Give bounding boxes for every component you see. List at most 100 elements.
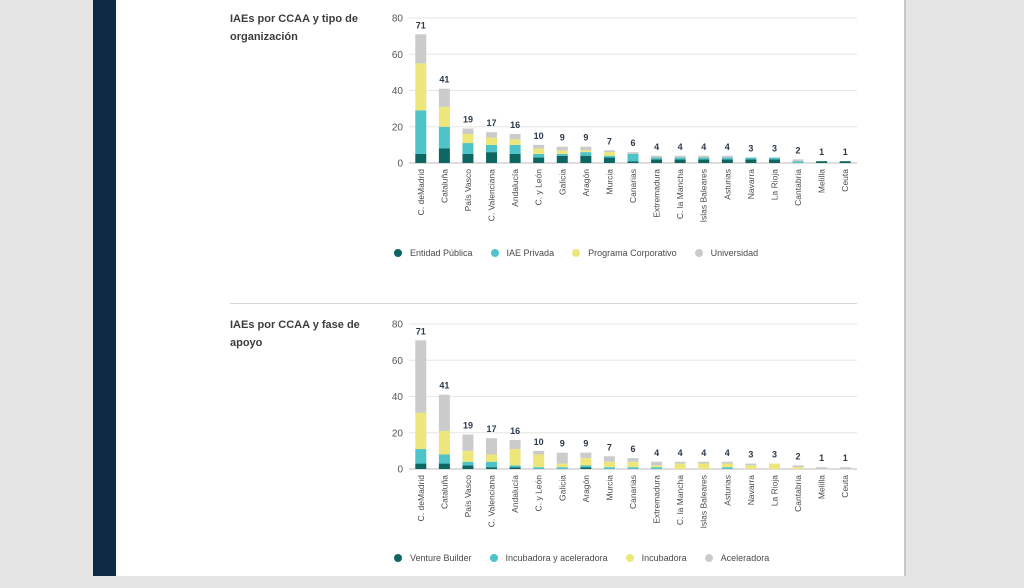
total-label: 9	[560, 133, 565, 143]
bar-segment-aceleradora	[627, 458, 639, 462]
bar-segment-aceleradora	[533, 450, 545, 455]
total-label: 1	[819, 147, 824, 157]
bar-segment-aceleradora	[651, 461, 663, 466]
total-label: 4	[678, 142, 683, 152]
category-label: Melilla	[817, 169, 827, 193]
bar-segment-aceleradora	[721, 461, 733, 464]
bar-segment-incubadora	[580, 458, 592, 466]
category-label: Extremadura	[652, 475, 662, 524]
bar-segment-incubadora	[556, 463, 568, 468]
bar-segment-iae-privada	[674, 157, 686, 160]
bar-segment-universidad	[533, 144, 545, 149]
bar-segment-incubadora-y-aceleradora	[721, 467, 733, 469]
bar-segment-entidad-publica	[509, 153, 521, 163]
total-label: 3	[748, 144, 753, 154]
bar-segment-incubadora-y-aceleradora	[580, 465, 592, 468]
total-label: 4	[654, 448, 659, 458]
left-navy-bar	[93, 0, 116, 576]
bar-segment-incubadora	[698, 463, 710, 469]
bar-segment-iae-privada	[486, 144, 498, 153]
bar-segment-universidad	[698, 155, 710, 158]
bar-segment-programa-corporativo	[462, 134, 474, 144]
chart-1-title: IAEs por CCAA y tipo de organización	[230, 13, 358, 43]
bar-segment-aceleradora	[415, 340, 427, 413]
bar-segment-iae-privada	[415, 110, 427, 154]
bar-segment-entidad-publica	[415, 153, 427, 163]
total-label: 7	[607, 442, 612, 452]
bar-segment-programa-corporativo	[580, 150, 592, 153]
total-label: 4	[725, 142, 730, 152]
bar-segment-incubadora	[509, 449, 521, 466]
page-edge	[904, 0, 906, 576]
bar-segment-incubadora	[462, 450, 474, 462]
bar-segment-incubadora-y-aceleradora	[627, 467, 639, 469]
legend-label: IAE Privada	[506, 248, 555, 258]
total-label: 1	[843, 453, 848, 463]
total-label: 2	[796, 451, 801, 461]
bar-segment-entidad-publica	[745, 159, 757, 163]
legend-item-programa-corporativo: Programa Corporativo	[572, 248, 677, 258]
category-label: Asturias	[722, 169, 732, 200]
bar-segment-aceleradora	[792, 465, 804, 468]
category-label: Asturias	[722, 475, 732, 506]
category-label: Melilla	[817, 475, 827, 499]
bar-segment-aceleradora	[556, 452, 568, 464]
total-label: 3	[748, 450, 753, 460]
bar-segment-incubadora	[721, 463, 733, 468]
bar-segment-aceleradora	[438, 394, 450, 431]
bar-segment-programa-corporativo	[556, 150, 568, 154]
bar-segment-incubadora-y-aceleradora	[486, 461, 498, 468]
bar-segment-universidad	[580, 146, 592, 151]
y-tick-label: 60	[392, 356, 404, 367]
bar-segment-iae-privada	[603, 155, 615, 158]
total-label: 41	[439, 75, 449, 85]
legend-label: Universidad	[710, 248, 759, 258]
bar-segment-incubadora-y-aceleradora	[603, 467, 615, 469]
total-label: 2	[796, 145, 801, 155]
bar-segment-programa-corporativo	[438, 106, 450, 127]
legend-label: Venture Builder	[410, 553, 472, 563]
legend-item-incubadora: Incubadora	[625, 553, 687, 563]
category-label: C. la Mancha	[675, 475, 685, 525]
legend-swatch	[394, 249, 402, 257]
category-label: Cataluña	[439, 475, 449, 509]
bar-segment-iae-privada	[556, 153, 568, 156]
legend-label: Entidad Pública	[410, 248, 473, 258]
bar-segment-aceleradora	[674, 461, 686, 464]
bar-segment-entidad-publica	[533, 157, 545, 163]
legend-swatch	[694, 249, 703, 257]
total-label: 4	[725, 448, 730, 458]
category-label: Murcia	[604, 475, 614, 501]
total-label: 3	[772, 144, 777, 154]
total-label: 10	[534, 437, 544, 447]
bar-segment-incubadora-y-aceleradora	[533, 467, 545, 469]
category-label: Cataluña	[439, 169, 449, 203]
legend-swatch	[572, 249, 581, 257]
report-page	[116, 0, 904, 576]
category-label: Canarias	[628, 169, 638, 203]
category-label: País Vasco	[463, 169, 473, 212]
legend-label: Incubadora y aceleradora	[505, 553, 608, 563]
total-label: 19	[463, 421, 473, 431]
bar-segment-iae-privada	[627, 153, 639, 162]
y-tick-label: 20	[392, 428, 404, 439]
bar-segment-entidad-publica	[651, 159, 663, 163]
legend-swatch	[394, 554, 402, 562]
category-label: Islas Baleares	[699, 169, 709, 222]
category-label: Andalucía	[510, 169, 520, 207]
total-label: 1	[843, 147, 848, 157]
total-label: 4	[654, 142, 659, 152]
bar-segment-venture-builder	[580, 467, 592, 469]
bar-segment-universidad	[415, 34, 427, 64]
chart-2-title: IAEs por CCAA y fase de apoyo	[230, 319, 360, 349]
chart-1-legend: Entidad Pública IAE Privada Programa Corpo…	[394, 248, 776, 258]
category-label: C. Valenciana	[487, 475, 497, 528]
bar-segment-universidad	[674, 155, 686, 158]
bar-segment-universidad	[486, 132, 498, 138]
legend-item-aceleradora: Aceleradora	[704, 553, 769, 563]
legend-item-universidad: Universidad	[694, 248, 759, 258]
bar-segment-universidad	[603, 150, 615, 153]
category-label: Ceuta	[840, 169, 850, 192]
bar-segment-universidad	[651, 155, 663, 158]
category-label: Galicia	[557, 169, 567, 195]
